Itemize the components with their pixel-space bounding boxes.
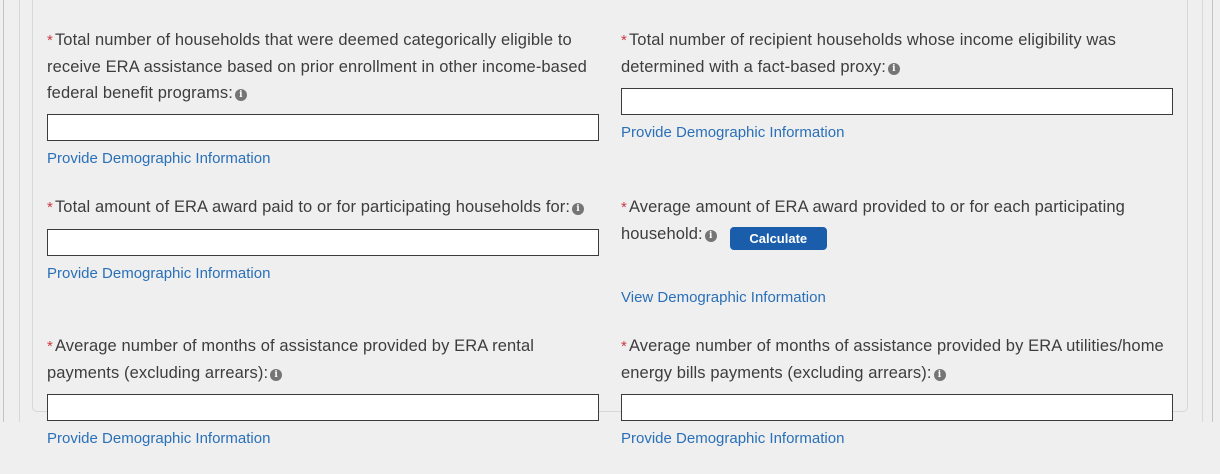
required-asterisk: *	[621, 32, 627, 49]
provide-demographic-link[interactable]: Provide Demographic Information	[621, 430, 844, 447]
info-icon[interactable]: i	[270, 369, 282, 381]
outer-container-left-border	[3, 0, 4, 422]
field-average-era-award: *Average amount of ERA award provided to…	[621, 194, 1173, 307]
required-asterisk: *	[47, 338, 53, 355]
outer-container-right-border	[1212, 0, 1213, 422]
field-categorically-eligible-households: *Total number of households that were de…	[47, 27, 599, 168]
provide-demographic-link[interactable]: Provide Demographic Information	[621, 124, 844, 141]
inner-container-left-border	[19, 0, 20, 422]
avg-months-utilities-payments-input[interactable]	[621, 394, 1173, 421]
field-label-text: Total amount of ERA award paid to or for…	[55, 198, 570, 216]
form-section-panel: *Total number of households that were de…	[32, 0, 1188, 412]
info-icon[interactable]: i	[705, 230, 717, 242]
field-label-text: Total number of recipient households who…	[621, 31, 1116, 76]
avg-months-rental-payments-input[interactable]	[47, 394, 599, 421]
info-icon[interactable]: i	[888, 63, 900, 75]
info-icon[interactable]: i	[934, 369, 946, 381]
provide-demographic-link[interactable]: Provide Demographic Information	[47, 150, 270, 167]
calculate-button[interactable]: Calculate	[730, 227, 827, 250]
field-label: *Average number of months of assistance …	[47, 333, 599, 386]
field-label-text: Average number of months of assistance p…	[47, 337, 534, 382]
field-label: *Average number of months of assistance …	[621, 333, 1173, 386]
inner-container-right-border	[1202, 0, 1203, 422]
field-label: *Total number of recipient households wh…	[621, 27, 1173, 80]
info-icon[interactable]: i	[572, 203, 584, 215]
view-demographic-link[interactable]: View Demographic Information	[621, 289, 826, 306]
required-asterisk: *	[47, 32, 53, 49]
field-label-text: Average amount of ERA award provided to …	[621, 198, 1125, 243]
field-label: *Average amount of ERA award provided to…	[621, 194, 1173, 250]
required-asterisk: *	[621, 338, 627, 355]
total-era-award-paid-input[interactable]	[47, 229, 599, 256]
required-asterisk: *	[47, 199, 53, 216]
field-label-text: Total number of households that were dee…	[47, 31, 587, 102]
era-form-grid: *Total number of households that were de…	[33, 0, 1187, 474]
provide-demographic-link[interactable]: Provide Demographic Information	[47, 430, 270, 447]
field-total-era-award-paid: *Total amount of ERA award paid to or fo…	[47, 194, 599, 283]
info-icon[interactable]: i	[235, 89, 247, 101]
field-label: *Total number of households that were de…	[47, 27, 599, 106]
provide-demographic-link[interactable]: Provide Demographic Information	[47, 265, 270, 282]
field-label: *Total amount of ERA award paid to or fo…	[47, 194, 599, 221]
field-label-text: Average number of months of assistance p…	[621, 337, 1164, 382]
fact-based-proxy-households-input[interactable]	[621, 88, 1173, 115]
required-asterisk: *	[621, 199, 627, 216]
field-avg-months-rental-payments: *Average number of months of assistance …	[47, 333, 599, 448]
field-fact-based-proxy-households: *Total number of recipient households wh…	[621, 27, 1173, 142]
categorically-eligible-households-input[interactable]	[47, 114, 599, 141]
field-avg-months-utilities-payments: *Average number of months of assistance …	[621, 333, 1173, 448]
